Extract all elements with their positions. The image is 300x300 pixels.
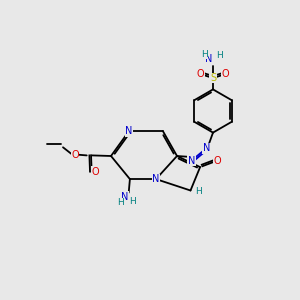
Text: H: H — [201, 50, 207, 58]
Text: N: N — [206, 54, 213, 64]
Text: O: O — [196, 69, 204, 79]
Text: N: N — [188, 156, 195, 166]
Text: N: N — [122, 191, 129, 202]
Text: H: H — [216, 51, 223, 60]
Text: N: N — [152, 174, 160, 184]
Text: O: O — [91, 167, 99, 177]
Text: S: S — [210, 73, 216, 83]
Text: N: N — [203, 143, 210, 153]
Text: N: N — [125, 126, 133, 136]
Text: H: H — [195, 188, 202, 196]
Text: O: O — [214, 155, 221, 166]
Text: O: O — [71, 150, 79, 160]
Text: O: O — [222, 69, 230, 79]
Text: H: H — [130, 197, 136, 206]
Text: H: H — [117, 198, 123, 207]
